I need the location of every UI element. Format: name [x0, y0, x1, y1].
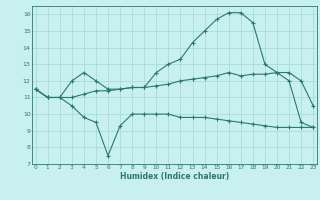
X-axis label: Humidex (Indice chaleur): Humidex (Indice chaleur) [120, 172, 229, 181]
